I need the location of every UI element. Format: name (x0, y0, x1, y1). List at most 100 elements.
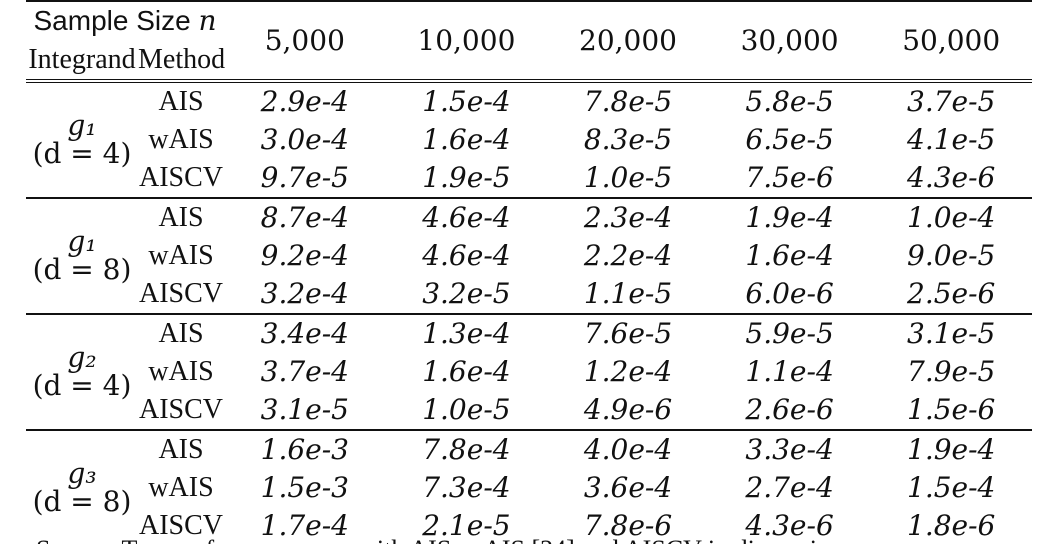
sample-size-column: 50,000 (870, 0, 1032, 81)
value-cell: 9.2e-4 (260, 239, 349, 272)
best-value-cell: 4.3e-6 (907, 161, 996, 194)
method-cell: AIS (138, 313, 225, 353)
integrand-dimension: (d = 4) (32, 369, 132, 402)
table-row: AISCV 9.7e-5 1.9e-5 1.0e-5 7.5e-6 4.3e-6 (26, 159, 1032, 198)
table-row: g₃ (d = 8) AIS 1.6e-3 7.8e-4 4.0e-4 3.3e-4 1.9e… (26, 429, 1032, 545)
best-value-cell: 2.5e-6 (907, 277, 996, 310)
integrand-cell: g₁ (d = 8) (26, 197, 138, 314)
value-cell: 4.6e-4 (385, 197, 548, 237)
integrand-cell: g₂ (d = 4) (26, 313, 138, 430)
value-cell: 7.8e-4 (385, 429, 548, 469)
value-cell: 3.0e-4 (260, 123, 349, 156)
table-row: g₂ (d = 4) AIS 3.4e-4 1.3e-4 7.6e-5 5.9e-5 3.1e… (26, 313, 1032, 430)
best-value-cell: 3.1e-5 (260, 393, 349, 426)
integrand-name: g₃ (67, 457, 97, 490)
best-value-cell: 7.8e-6 (583, 509, 673, 542)
best-value-cell: 1.7e-4 (260, 509, 349, 542)
value-cell: 5.8e-5 (708, 79, 871, 121)
value-cell: 1.3e-4 (385, 313, 548, 353)
integrand-column-header: Integrand (28, 43, 136, 75)
table-body: g₁ (d = 4) AIS 2.9e-4 1.5e-4 7.8e-5 5.8e-5 3.7e… (26, 79, 1032, 545)
table-row: AISCV 1.7e-4 2.1e-5 7.8e-6 4.3e-6 1.8e-6 (26, 507, 1032, 545)
method-cell: AIS (138, 79, 225, 121)
best-value-cell: 3.2e-4 (260, 277, 349, 310)
best-value-cell: 3.2e-5 (422, 277, 511, 310)
method-cell: wAIS (148, 240, 214, 271)
value-cell: 6.5e-5 (745, 123, 834, 156)
value-cell: 8.3e-5 (583, 123, 673, 156)
sample-size-column: 5,000 (224, 0, 386, 81)
value-cell: 7.8e-5 (547, 79, 709, 121)
method-cell: AISCV (139, 394, 224, 425)
best-value-cell: 2.1e-5 (422, 509, 511, 542)
value-cell: 2.7e-4 (745, 471, 834, 504)
value-cell: 1.6e-3 (224, 429, 386, 469)
sample-size-column: 10,000 (385, 0, 548, 81)
method-cell: AIS (138, 429, 225, 469)
sample-size-column: 20,000 (547, 0, 709, 81)
method-cell: wAIS (148, 356, 214, 387)
method-cell: wAIS (148, 124, 214, 155)
table-row: wAIS 3.0e-4 1.6e-4 8.3e-5 6.5e-5 4.1e-5 (26, 121, 1032, 159)
value-cell: 1.9e-4 (870, 429, 1032, 469)
results-table: Sample Size n 5,000 10,000 20,000 30,000… (26, 0, 1032, 545)
value-cell: 2.3e-4 (547, 197, 709, 237)
value-cell: 1.0e-4 (870, 197, 1032, 237)
method-cell: AISCV (139, 510, 224, 541)
value-cell: 2.9e-4 (224, 79, 386, 121)
table-row: wAIS 3.7e-4 1.6e-4 1.2e-4 1.1e-4 7.9e-5 (26, 353, 1032, 391)
best-value-cell: 4.9e-6 (583, 393, 673, 426)
table-row: AISCV 3.1e-5 1.0e-5 4.9e-6 2.6e-6 1.5e-6 (26, 391, 1032, 430)
value-cell: 2.2e-4 (583, 239, 673, 272)
table-row: AISCV 3.2e-4 3.2e-5 1.1e-5 6.0e-6 2.5e-6 (26, 275, 1032, 314)
integrand-dimension: (d = 4) (32, 137, 132, 170)
integrand-cell: g₃ (d = 8) (26, 429, 138, 545)
integrand-dimension: (d = 8) (32, 253, 132, 286)
method-cell: wAIS (148, 472, 214, 503)
best-value-cell: 1.9e-5 (422, 161, 511, 194)
best-value-cell: 4.3e-6 (745, 509, 834, 542)
method-cell: AISCV (139, 278, 224, 309)
sample-size-column: 30,000 (708, 0, 871, 81)
integrand-cell: g₁ (d = 4) (26, 79, 138, 198)
best-value-cell: 1.8e-6 (907, 509, 996, 542)
table-caption: Source: Terms of convergence with AIS, w… (36, 532, 1036, 545)
value-cell: 4.1e-5 (907, 123, 996, 156)
value-cell: 1.5e-3 (260, 471, 349, 504)
value-cell: 1.2e-4 (583, 355, 673, 388)
integrand-dimension: (d = 8) (32, 485, 132, 518)
table-row: g₁ (d = 4) AIS 2.9e-4 1.5e-4 7.8e-5 5.8e-5 3.7e… (26, 79, 1032, 198)
best-value-cell: 9.7e-5 (260, 161, 349, 194)
value-cell: 3.3e-4 (708, 429, 871, 469)
integrand-name: g₁ (67, 109, 97, 142)
best-value-cell: 1.5e-6 (907, 393, 996, 426)
caption-text: Source: Terms of convergence with AIS, w… (36, 535, 843, 545)
value-cell: 4.6e-4 (422, 239, 511, 272)
best-value-cell: 7.5e-6 (745, 161, 834, 194)
integrand-name: g₁ (67, 225, 97, 258)
sample-size-label: Sample Size (33, 5, 191, 36)
value-cell: 3.6e-4 (583, 471, 673, 504)
method-column-header: Method (138, 43, 226, 75)
value-cell: 3.1e-5 (870, 313, 1032, 353)
integrand-name: g₂ (67, 341, 97, 374)
value-cell: 5.9e-5 (708, 313, 871, 353)
value-cell: 7.6e-5 (547, 313, 709, 353)
value-cell: 1.5e-4 (907, 471, 996, 504)
best-value-cell: 2.6e-6 (745, 393, 834, 426)
best-value-cell: 1.0e-5 (583, 161, 673, 194)
table-row: wAIS 9.2e-4 4.6e-4 2.2e-4 1.6e-4 9.0e-5 (26, 237, 1032, 275)
best-value-cell: 6.0e-6 (745, 277, 834, 310)
method-cell: AIS (138, 197, 225, 237)
sample-size-variable: n (198, 4, 217, 37)
value-cell: 4.0e-4 (547, 429, 709, 469)
method-cell: AISCV (139, 162, 224, 193)
table-row: g₁ (d = 8) AIS 8.7e-4 4.6e-4 2.3e-4 1.9e-4 1.0e… (26, 197, 1032, 314)
value-cell: 3.4e-4 (224, 313, 386, 353)
value-cell: 7.3e-4 (422, 471, 511, 504)
value-cell: 8.7e-4 (224, 197, 386, 237)
value-cell: 1.6e-4 (422, 123, 511, 156)
best-value-cell: 1.1e-5 (583, 277, 673, 310)
value-cell: 7.9e-5 (907, 355, 996, 388)
value-cell: 1.9e-4 (708, 197, 871, 237)
